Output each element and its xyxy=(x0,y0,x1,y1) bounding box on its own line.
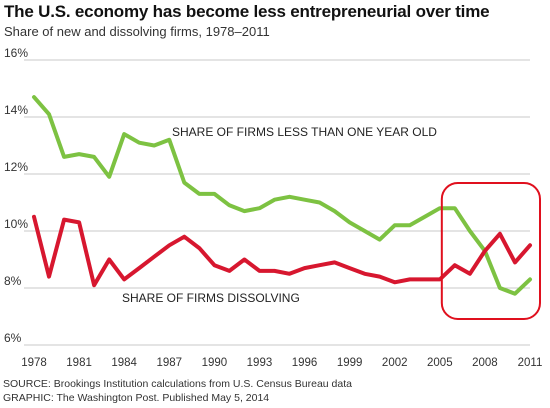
series-label-dissolving: SHARE OF FIRMS DISSOLVING xyxy=(122,291,300,305)
series-label-new-firms: SHARE OF FIRMS LESS THAN ONE YEAR OLD xyxy=(172,125,437,139)
y-tick-label: 10% xyxy=(4,217,28,231)
x-tick-label: 1999 xyxy=(337,357,363,369)
x-tick-label: 1987 xyxy=(156,357,182,369)
y-axis-ticks: 6% 8% 10% 12% 14% 16% xyxy=(4,46,28,345)
series-labels: SHARE OF FIRMS LESS THAN ONE YEAR OLD SHA… xyxy=(122,125,437,305)
series-line-dissolving xyxy=(32,214,532,288)
series-lines xyxy=(32,95,532,296)
credit-note: GRAPHIC: The Washington Post. Published … xyxy=(3,392,270,404)
highlight-box xyxy=(440,182,541,320)
x-tick-label: 1978 xyxy=(21,357,47,369)
source-note: SOURCE: Brookings Institution calculatio… xyxy=(3,378,352,390)
x-tick-label: 2011 xyxy=(518,357,543,369)
series-line-new-firms xyxy=(32,95,532,296)
x-axis-ticks: 1978 1981 1984 1987 1990 1993 1996 1999 2002 2005… xyxy=(21,357,542,369)
chart-title: The U.S. economy has become less entrepr… xyxy=(4,2,490,21)
x-tick-label: 2002 xyxy=(382,357,408,369)
x-tick-label: 2008 xyxy=(472,357,498,369)
x-tick-label: 1984 xyxy=(111,357,137,369)
y-tick-label: 14% xyxy=(4,103,28,117)
x-tick-label: 1996 xyxy=(292,357,318,369)
x-tick-label: 2005 xyxy=(427,357,453,369)
x-tick-label: 1993 xyxy=(247,357,273,369)
y-tick-label: 16% xyxy=(4,46,28,60)
x-tick-label: 1981 xyxy=(66,357,92,369)
highlight-rect xyxy=(440,182,541,320)
y-tick-label: 6% xyxy=(4,331,22,345)
y-tick-label: 12% xyxy=(4,160,28,174)
x-tick-label: 1990 xyxy=(202,357,228,369)
y-tick-label: 8% xyxy=(4,274,22,288)
chart-subtitle: Share of new and dissolving firms, 1978–… xyxy=(4,24,270,39)
